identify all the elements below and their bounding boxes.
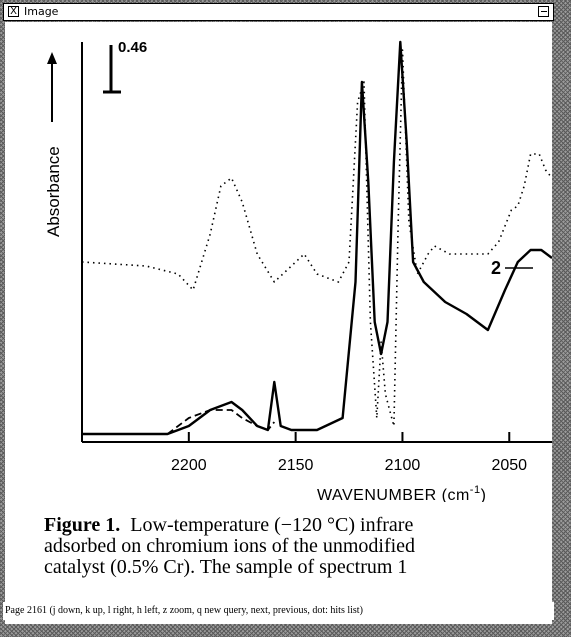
spectrum-line-dashed [166,409,276,435]
image-canvas: Absorbance 0.46 2200 2150 2100 2050 2 WAVEN… [5,22,552,624]
spectra-series [81,40,552,436]
caption-line-2: adsorbed on chromium ions of the unmodif… [44,535,416,557]
x-tick-label: 2050 [491,457,527,474]
caption-line-3: catalyst (0.5% Cr). The sample of spectr… [44,556,408,578]
x-tick-label: 2150 [278,457,314,474]
caption-line-1: Figure 1. Low-temperature (−120 °C) infr… [44,515,552,536]
window-title: Image [24,5,59,18]
status-bar: Page 2161 (j down, k up, l right, h left… [3,602,554,620]
resize-icon[interactable] [538,6,549,17]
caption-figure-label: Figure 1. [44,514,121,536]
window-titlebar[interactable]: X Image [3,3,554,21]
spectrum-line-solid [82,40,552,436]
close-icon[interactable]: X [8,6,19,17]
x-axis-ticks: 2200 2150 2100 2050 [171,432,527,474]
y-axis-label: Absorbance [44,146,63,237]
spectrum-line-dotted [81,49,552,427]
caption-line-1-text: Low-temperature (−120 °C) infrare [130,514,414,536]
x-tick-label: 2200 [171,457,207,474]
x-axis-label: WAVENUMBER (cm-1) [317,484,486,502]
figure-caption: Figure 1. Low-temperature (−120 °C) infr… [44,515,552,578]
spectrum-figure: Absorbance 0.46 2200 2150 2100 2050 2 WAVEN… [44,39,552,502]
scale-bar-label: 0.46 [118,39,147,56]
x-tick-label: 2100 [385,457,421,474]
curve-label: 2 [491,258,501,278]
y-axis-arrowhead-icon [47,52,57,64]
